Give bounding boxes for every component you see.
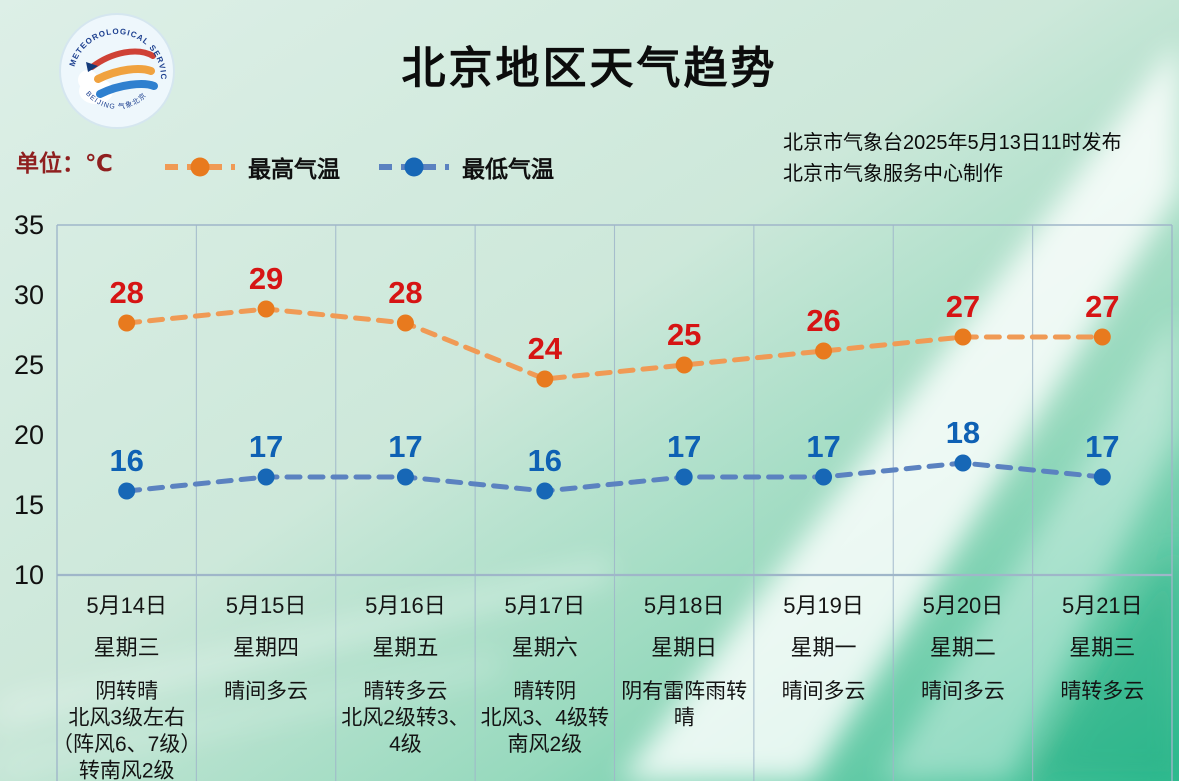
day-weekday-label: 星期日 — [651, 635, 717, 660]
low-temp-point — [396, 468, 414, 486]
low-temp-value-label: 17 — [806, 429, 840, 464]
y-axis-tick-label: 15 — [14, 490, 44, 520]
legend-label-low-temp: 最低气温 — [462, 156, 554, 182]
chart-legend: 最高气温 最低气温 — [162, 150, 554, 184]
high-temp-point — [118, 314, 136, 332]
legend-item-high-temp: 最高气温 — [162, 150, 340, 184]
low-temp-line-icon — [379, 157, 449, 177]
day-date-label: 5月20日 — [923, 593, 1004, 618]
low-temp-point — [536, 482, 554, 500]
issue-info-line1: 北京市气象台2025年5月13日11时发布 — [783, 132, 1122, 154]
day-date-label: 5月19日 — [783, 593, 864, 618]
low-temp-value-label: 17 — [667, 429, 701, 464]
high-temp-value-label: 24 — [528, 331, 563, 366]
day-date-label: 5月15日 — [226, 593, 307, 618]
day-weekday-label: 星期五 — [372, 635, 438, 660]
day-date-label: 5月17日 — [504, 593, 585, 618]
high-temp-point — [257, 300, 275, 318]
high-temp-value-label: 25 — [667, 317, 701, 352]
day-weekday-label: 星期三 — [1069, 635, 1135, 660]
low-temp-line — [124, 460, 1105, 494]
logo-wind-mark — [86, 62, 98, 72]
day-date-label: 5月14日 — [86, 593, 167, 618]
day-weather-label: 阴有雷阵雨转 — [621, 680, 747, 703]
low-temp-point — [675, 468, 693, 486]
y-axis-tick-label: 20 — [14, 420, 44, 450]
day-weather-label: 晴 — [674, 707, 695, 730]
high-temp-value-label: 28 — [109, 275, 143, 310]
day-weather-label: （阵风6、7级） — [52, 733, 201, 756]
high-temp-line — [124, 306, 1105, 382]
legend-item-low-temp: 最低气温 — [376, 150, 554, 184]
meteorological-service-logo: METEOROLOGICAL SERVICE BEIJING 气象北京 — [58, 12, 175, 129]
low-temp-value-label: 17 — [249, 429, 283, 464]
day-date-label: 5月16日 — [365, 593, 446, 618]
high-temp-point — [815, 342, 833, 360]
day-weather-label: 晴间多云 — [921, 680, 1005, 703]
y-axis-tick-label: 30 — [14, 280, 44, 310]
chart-area: 35 30 25 20 15 10 28 29 28 24 25 26 27 27 16 17 17 16 17 17… — [0, 195, 1179, 781]
high-temp-point — [396, 314, 414, 332]
high-temp-value-label: 26 — [806, 303, 840, 338]
high-temp-value-label: 28 — [388, 275, 422, 310]
high-temp-value-label: 29 — [249, 261, 283, 296]
day-weekday-label: 星期三 — [94, 635, 160, 660]
day-weather-label: 晴间多云 — [782, 680, 866, 703]
low-temp-point — [257, 468, 275, 486]
high-temp-value-label: 27 — [946, 289, 980, 324]
low-temp-point — [815, 468, 833, 486]
y-axis-tick-label: 25 — [14, 350, 44, 380]
low-temp-value-label: 17 — [388, 429, 422, 464]
high-temp-value-label: 27 — [1085, 289, 1119, 324]
high-temp-point — [675, 356, 693, 374]
day-weather-label: 4级 — [389, 733, 422, 756]
day-date-label: 5月18日 — [644, 593, 725, 618]
issue-info-line2: 北京市气象服务中心制作 — [783, 163, 1003, 185]
day-weather-label: 南风2级 — [507, 733, 582, 756]
high-temp-point — [536, 370, 554, 388]
day-weather-label: 晴转阴 — [513, 680, 576, 703]
day-weekday-label: 星期一 — [791, 635, 857, 660]
issue-info: 北京市气象台2025年5月13日11时发布 北京市气象服务中心制作 — [783, 128, 1122, 190]
day-weekday-label: 星期四 — [233, 635, 299, 660]
day-weather-label: 晴转多云 — [1060, 680, 1144, 703]
day-weather-label: 北风3级左右 — [68, 707, 185, 730]
low-temp-value-label: 16 — [109, 443, 143, 478]
unit-label: 单位：℃ — [16, 150, 113, 176]
day-weather-label: 北风2级转3、 — [341, 707, 469, 730]
day-weather-label: 北风3、4级转 — [481, 707, 609, 730]
logo-red-ribbon — [89, 48, 156, 70]
low-temp-point — [1093, 468, 1111, 486]
high-temp-line-icon — [165, 157, 235, 177]
logo-orange-ribbon — [94, 65, 155, 83]
high-temp-point — [1093, 328, 1111, 346]
low-temp-point — [954, 454, 972, 472]
temperature-trend-chart: 35 30 25 20 15 10 28 29 28 24 25 26 27 27 16 17 17 16 17 17… — [14, 210, 1173, 781]
day-weekday-label: 星期六 — [512, 635, 578, 660]
page-title: 北京地区天气趋势 — [401, 44, 778, 93]
legend-label-high-temp: 最高气温 — [248, 156, 340, 182]
low-temp-value-label: 18 — [946, 415, 980, 450]
day-weather-label: 晴转多云 — [363, 680, 447, 703]
y-axis-tick-label: 10 — [14, 560, 44, 590]
y-axis-tick-label: 35 — [14, 210, 44, 240]
day-weather-label: 转南风2级 — [79, 760, 175, 781]
low-temp-value-label: 16 — [528, 443, 562, 478]
day-date-label: 5月21日 — [1062, 593, 1143, 618]
high-temp-point — [954, 328, 972, 346]
low-temp-value-label: 17 — [1085, 429, 1119, 464]
day-weekday-label: 星期二 — [930, 635, 996, 660]
day-weather-label: 阴转晴 — [95, 680, 158, 703]
logo-blue-ribbon — [96, 80, 158, 98]
low-temp-point — [118, 482, 136, 500]
day-weather-label: 晴间多云 — [224, 680, 308, 703]
